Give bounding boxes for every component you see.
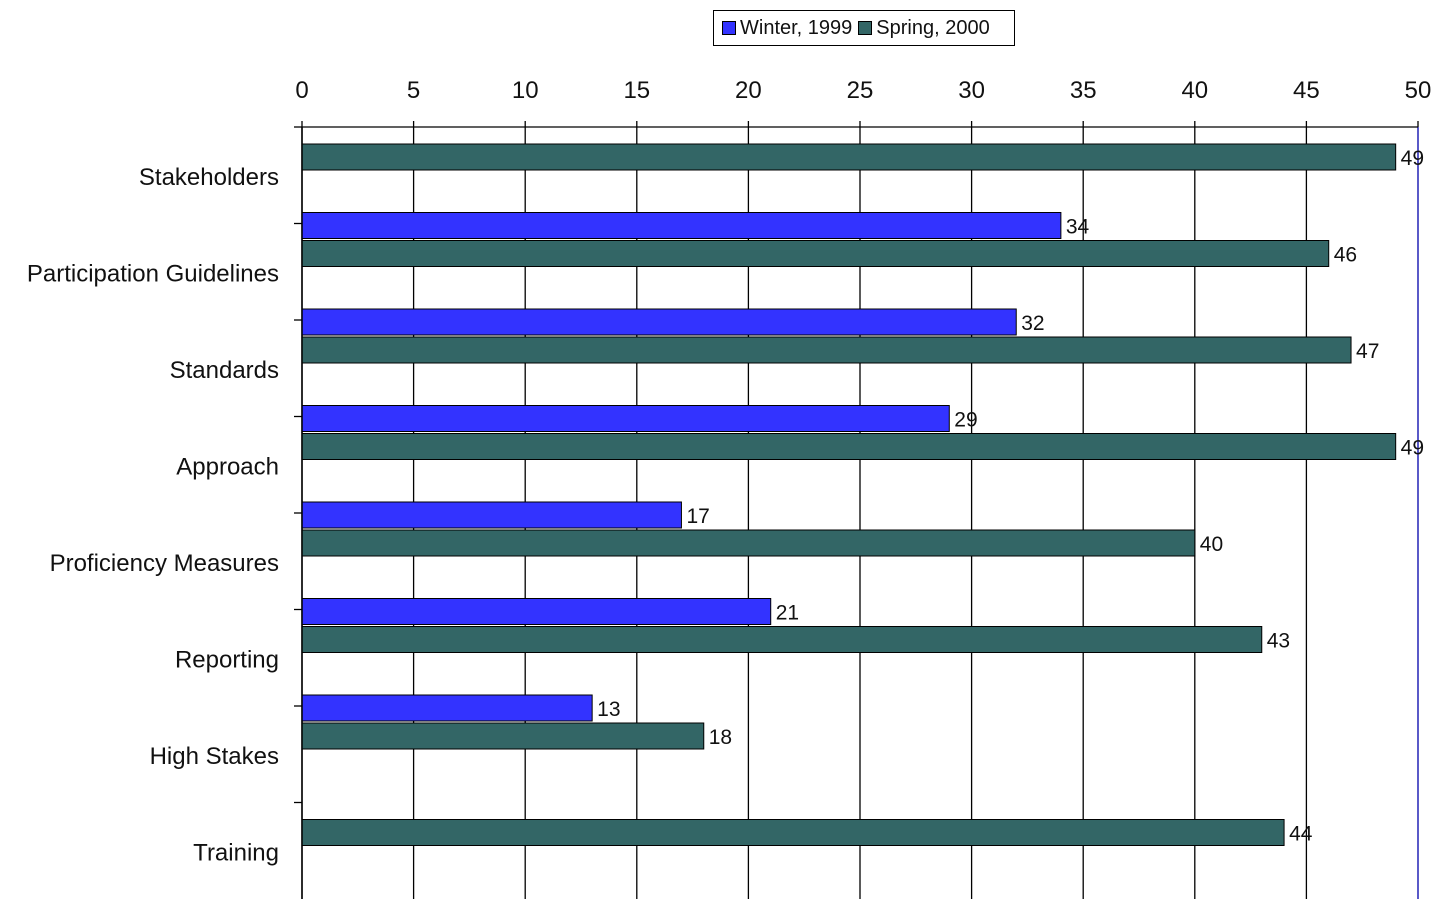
data-label: 34 [1066, 216, 1090, 239]
data-label: 17 [686, 505, 709, 528]
bar [301, 336, 1352, 364]
legend-label-spring: Spring, 2000 [876, 16, 990, 39]
bar [301, 722, 705, 750]
data-label: 40 [1200, 533, 1223, 556]
bar [301, 626, 1263, 653]
bar [301, 308, 1017, 336]
category-label: Proficiency Measures [50, 550, 279, 577]
category-label: Training [193, 840, 279, 867]
data-label: 29 [954, 409, 977, 432]
data-label: 32 [1021, 312, 1044, 335]
x-tick-label: 35 [1070, 77, 1097, 104]
category-label: High Stakes [150, 743, 279, 770]
data-label: 49 [1401, 147, 1424, 170]
legend-item-spring: Spring, 2000 [858, 16, 990, 40]
bar [301, 819, 1285, 846]
bar [301, 501, 682, 529]
legend-item-winter: Winter, 1999 [722, 17, 852, 40]
legend-swatch-winter [722, 21, 736, 35]
category-label: Standards [170, 357, 279, 384]
category-label: Participation Guidelines [27, 261, 279, 288]
data-label: 43 [1267, 630, 1290, 653]
category-label: Stakeholders [139, 164, 279, 191]
data-label: 47 [1356, 340, 1379, 363]
x-tick-label: 10 [512, 77, 539, 104]
x-tick-label: 0 [295, 77, 308, 104]
x-tick-label: 15 [623, 77, 650, 104]
bar [301, 405, 950, 432]
x-tick-label: 20 [735, 77, 762, 104]
bar [301, 694, 593, 722]
bar [301, 143, 1397, 171]
bar [301, 433, 1397, 460]
x-tick-label: 40 [1181, 77, 1208, 104]
legend: Winter, 1999 Spring, 2000 [713, 10, 1015, 46]
x-tick-label: 50 [1405, 77, 1432, 104]
data-label: 21 [776, 602, 799, 625]
x-tick-label: 30 [958, 77, 985, 104]
bar [301, 529, 1196, 557]
data-label: 13 [597, 698, 620, 721]
x-tick-label: 25 [847, 77, 874, 104]
x-tick-label: 5 [407, 77, 420, 104]
data-label: 18 [709, 726, 732, 749]
legend-label-winter: Winter, 1999 [740, 16, 853, 39]
bar [301, 598, 772, 625]
data-label: 49 [1401, 437, 1424, 460]
bar [301, 240, 1330, 267]
bar [301, 212, 1062, 239]
legend-swatch-spring [858, 21, 873, 35]
category-label: Approach [176, 454, 279, 481]
x-tick-label: 45 [1293, 77, 1320, 104]
data-label: 44 [1289, 823, 1313, 846]
data-label: 46 [1334, 244, 1357, 267]
category-label: Reporting [175, 647, 279, 674]
